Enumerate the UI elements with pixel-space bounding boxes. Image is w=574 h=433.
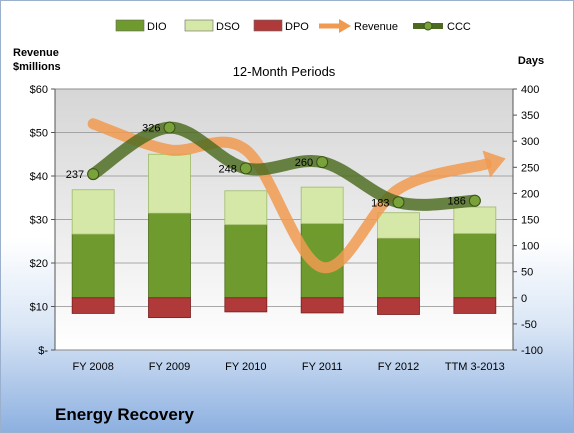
ccc-point: [87, 168, 100, 181]
right-tick-label: 50: [521, 267, 533, 279]
legend-label-revenue: Revenue: [354, 21, 398, 33]
company-name: Energy Recovery: [55, 405, 194, 424]
left-tick-label: $50: [30, 128, 48, 140]
ccc-data-label: 326: [142, 123, 160, 135]
bar-dso: [377, 212, 420, 239]
left-tick-label: $40: [30, 171, 48, 183]
legend-label-dso: DSO: [216, 21, 240, 33]
right-tick-label: 300: [521, 136, 539, 148]
right-tick-label: -100: [521, 345, 543, 357]
left-axis-label: $millions: [13, 61, 61, 73]
ccc-data-label: 260: [295, 157, 313, 169]
bar-dso: [71, 189, 115, 235]
chart-title: 12-Month Periods: [233, 64, 336, 79]
bar-dio: [71, 233, 115, 299]
x-tick-label: FY 2012: [378, 361, 419, 373]
bar-dio: [377, 237, 420, 299]
bar-dso: [148, 153, 191, 214]
left-tick-label: $10: [30, 302, 48, 314]
bar-dpo: [71, 297, 115, 314]
bar-dio: [453, 233, 497, 299]
ccc-point: [163, 121, 176, 134]
x-tick-label: FY 2009: [149, 361, 190, 373]
left-axis-label: Revenue: [13, 47, 59, 59]
bar-dso: [300, 186, 344, 225]
ccc-point: [316, 156, 329, 169]
ccc-data-label: 183: [371, 197, 389, 209]
x-tick-label: TTM 3-2013: [445, 361, 505, 373]
legend-label-ccc: CCC: [447, 21, 471, 33]
right-tick-label: 0: [521, 293, 527, 305]
legend-label-dio: DIO: [147, 21, 167, 33]
bar-dio: [148, 212, 191, 299]
legend-swatch-dio: [115, 19, 145, 32]
ccc-point: [239, 162, 252, 175]
legend-swatch-dso: [184, 19, 214, 32]
bar-dso: [453, 206, 497, 234]
left-tick-label: $60: [30, 84, 48, 96]
bar-dpo: [300, 297, 344, 314]
ccc-data-label: 186: [447, 196, 465, 208]
left-tick-label: $30: [30, 215, 48, 227]
revenue-line: [87, 118, 492, 274]
right-tick-label: 250: [521, 162, 539, 174]
right-tick-label: 350: [521, 110, 539, 122]
right-tick-label: -50: [521, 319, 537, 331]
bar-dso: [224, 190, 268, 226]
bar-dio: [224, 224, 268, 299]
bar-dpo: [453, 297, 497, 314]
bar-dpo: [377, 297, 420, 315]
left-tick-label: $20: [30, 258, 48, 270]
ccc-data-label: 248: [218, 163, 236, 175]
legend-label-dpo: DPO: [285, 21, 309, 33]
legend-marker-ccc: [423, 21, 433, 31]
ccc-point: [392, 196, 405, 209]
right-tick-label: 200: [521, 188, 539, 200]
bar-dpo: [224, 297, 268, 313]
right-tick-label: 400: [521, 84, 539, 96]
left-tick-label: $-: [38, 345, 48, 357]
right-tick-label: 100: [521, 241, 539, 253]
legend-arrowhead-revenue: [339, 19, 351, 33]
ccc-data-label: 237: [66, 169, 84, 181]
x-tick-label: FY 2010: [225, 361, 266, 373]
ccc-point: [468, 194, 481, 207]
right-axis-label: Days: [518, 55, 544, 67]
x-tick-label: FY 2011: [302, 361, 343, 373]
legend-swatch-dpo: [253, 19, 283, 32]
x-tick-label: FY 2008: [72, 361, 113, 373]
revenue-arrowhead: [482, 150, 506, 178]
right-tick-label: 150: [521, 215, 539, 227]
bar-dpo: [148, 297, 191, 319]
